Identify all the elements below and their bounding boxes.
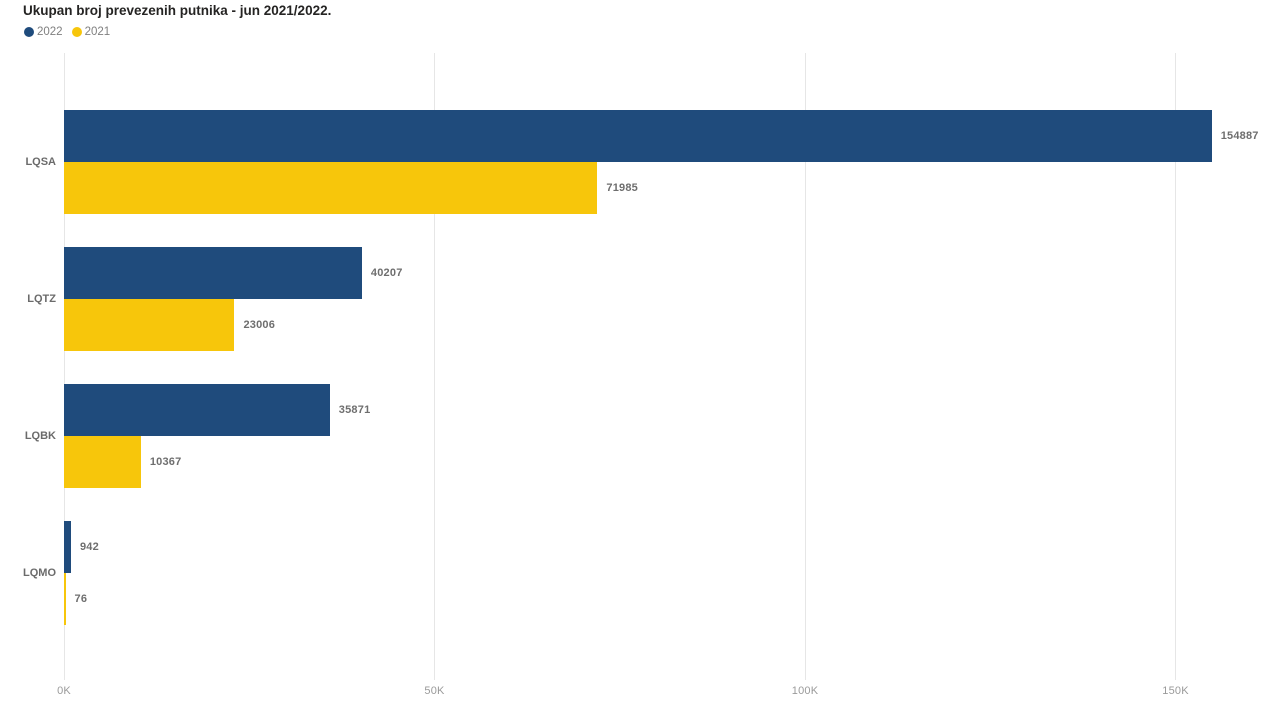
x-axis-tick-50K: 50K — [424, 685, 445, 697]
bar-2021-lqmo[interactable] — [64, 573, 66, 625]
data-label-2021-lqbk: 10367 — [149, 456, 182, 468]
gridline-150K — [1175, 53, 1176, 680]
chart-title: Ukupan broj prevezenih putnika - jun 202… — [23, 3, 332, 18]
y-axis-label-lqtz: LQTZ — [27, 293, 56, 305]
x-axis-tick-100K: 100K — [791, 685, 819, 697]
legend-dot-2021 — [71, 27, 82, 37]
legend-item-2022[interactable]: 2022 — [24, 26, 63, 38]
bar-2021-lqbk[interactable] — [64, 436, 141, 488]
data-label-2022-lqtz: 40207 — [370, 267, 403, 279]
y-axis-label-lqsa: LQSA — [25, 156, 56, 168]
legend-label-2021: 2021 — [84, 26, 111, 38]
data-label-2022-lqmo: 942 — [79, 541, 99, 553]
y-axis-label-lqbk: LQBK — [24, 430, 56, 442]
bar-2022-lqmo[interactable] — [64, 521, 71, 573]
legend-label-2022: 2022 — [37, 26, 63, 38]
bar-2021-lqsa[interactable] — [64, 162, 598, 214]
gridline-0K — [63, 53, 65, 680]
bar-2022-lqtz[interactable] — [64, 247, 362, 299]
bar-2021-lqtz[interactable] — [64, 299, 235, 351]
data-label-2022-lqbk: 35871 — [338, 404, 371, 416]
legend: 2022 2021 — [24, 26, 110, 38]
bar-2022-lqbk[interactable] — [64, 384, 330, 436]
y-axis-label-lqmo: LQMO — [23, 567, 56, 579]
gridline-50K — [434, 53, 435, 680]
data-label-2021-lqtz: 23006 — [243, 319, 276, 331]
x-axis-tick-150K: 150K — [1162, 685, 1189, 697]
legend-dot-2022 — [24, 27, 34, 37]
data-label-2021-lqsa: 71985 — [606, 182, 638, 194]
bar-2022-lqsa[interactable] — [64, 110, 1212, 162]
data-label-2022-lqsa: 154887 — [1220, 130, 1259, 142]
legend-item-2021[interactable]: 2021 — [71, 26, 111, 38]
data-label-2021-lqmo: 76 — [74, 593, 88, 605]
x-axis-tick-0K: 0K — [57, 685, 71, 697]
gridline-100K — [804, 53, 806, 680]
